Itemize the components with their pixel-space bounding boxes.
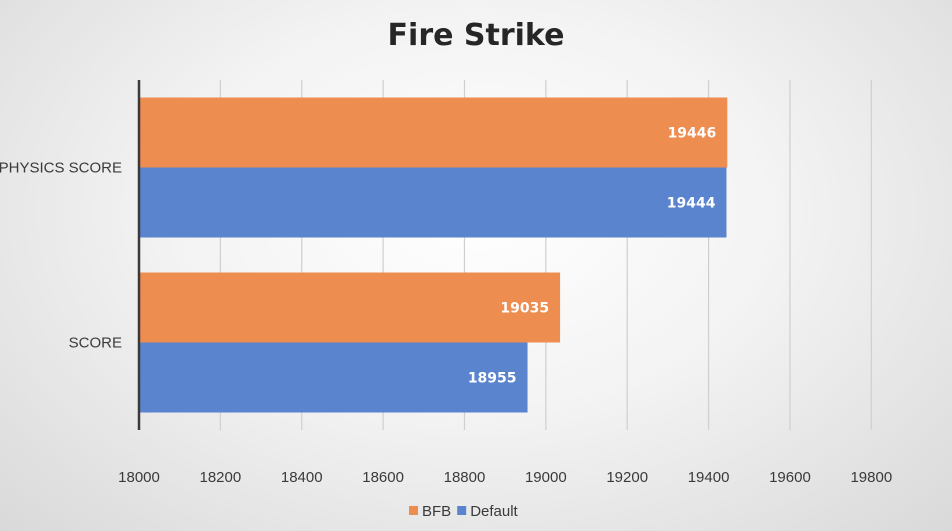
data-label: 19444	[667, 196, 716, 212]
x-tick-label: 18000	[118, 469, 160, 486]
x-tick-label: 18800	[444, 469, 486, 486]
x-tick-label: 19400	[688, 469, 730, 486]
x-tick-label: 19800	[850, 469, 892, 486]
x-tick-label: 19600	[769, 469, 811, 486]
bar	[139, 342, 528, 413]
legend-label: BFB	[422, 503, 451, 520]
legend-label: Default	[470, 503, 518, 520]
category-label: SCORE	[69, 335, 122, 352]
bar	[139, 272, 561, 343]
category-label: PHYSICS SCORE	[0, 160, 122, 177]
legend: BFB Default	[409, 503, 519, 520]
bars: 19446 19444 19035 18955	[139, 97, 728, 413]
legend-swatch	[409, 506, 418, 515]
x-tick-label: 19000	[525, 469, 567, 486]
axes: 18000 18200 18400 18600 18800 19000 19200 19400…	[0, 80, 892, 486]
x-tick-label: 18600	[362, 469, 404, 486]
x-tick-label: 18400	[281, 469, 323, 486]
x-tick-label: 19200	[606, 469, 648, 486]
bar	[139, 97, 728, 168]
data-label: 19035	[500, 301, 549, 317]
data-label: 19446	[668, 126, 717, 142]
data-label: 18955	[468, 371, 517, 387]
chart-title: Fire Strike	[388, 18, 565, 53]
legend-swatch	[457, 506, 467, 515]
x-tick-label: 18200	[200, 469, 242, 486]
bar	[139, 167, 727, 238]
